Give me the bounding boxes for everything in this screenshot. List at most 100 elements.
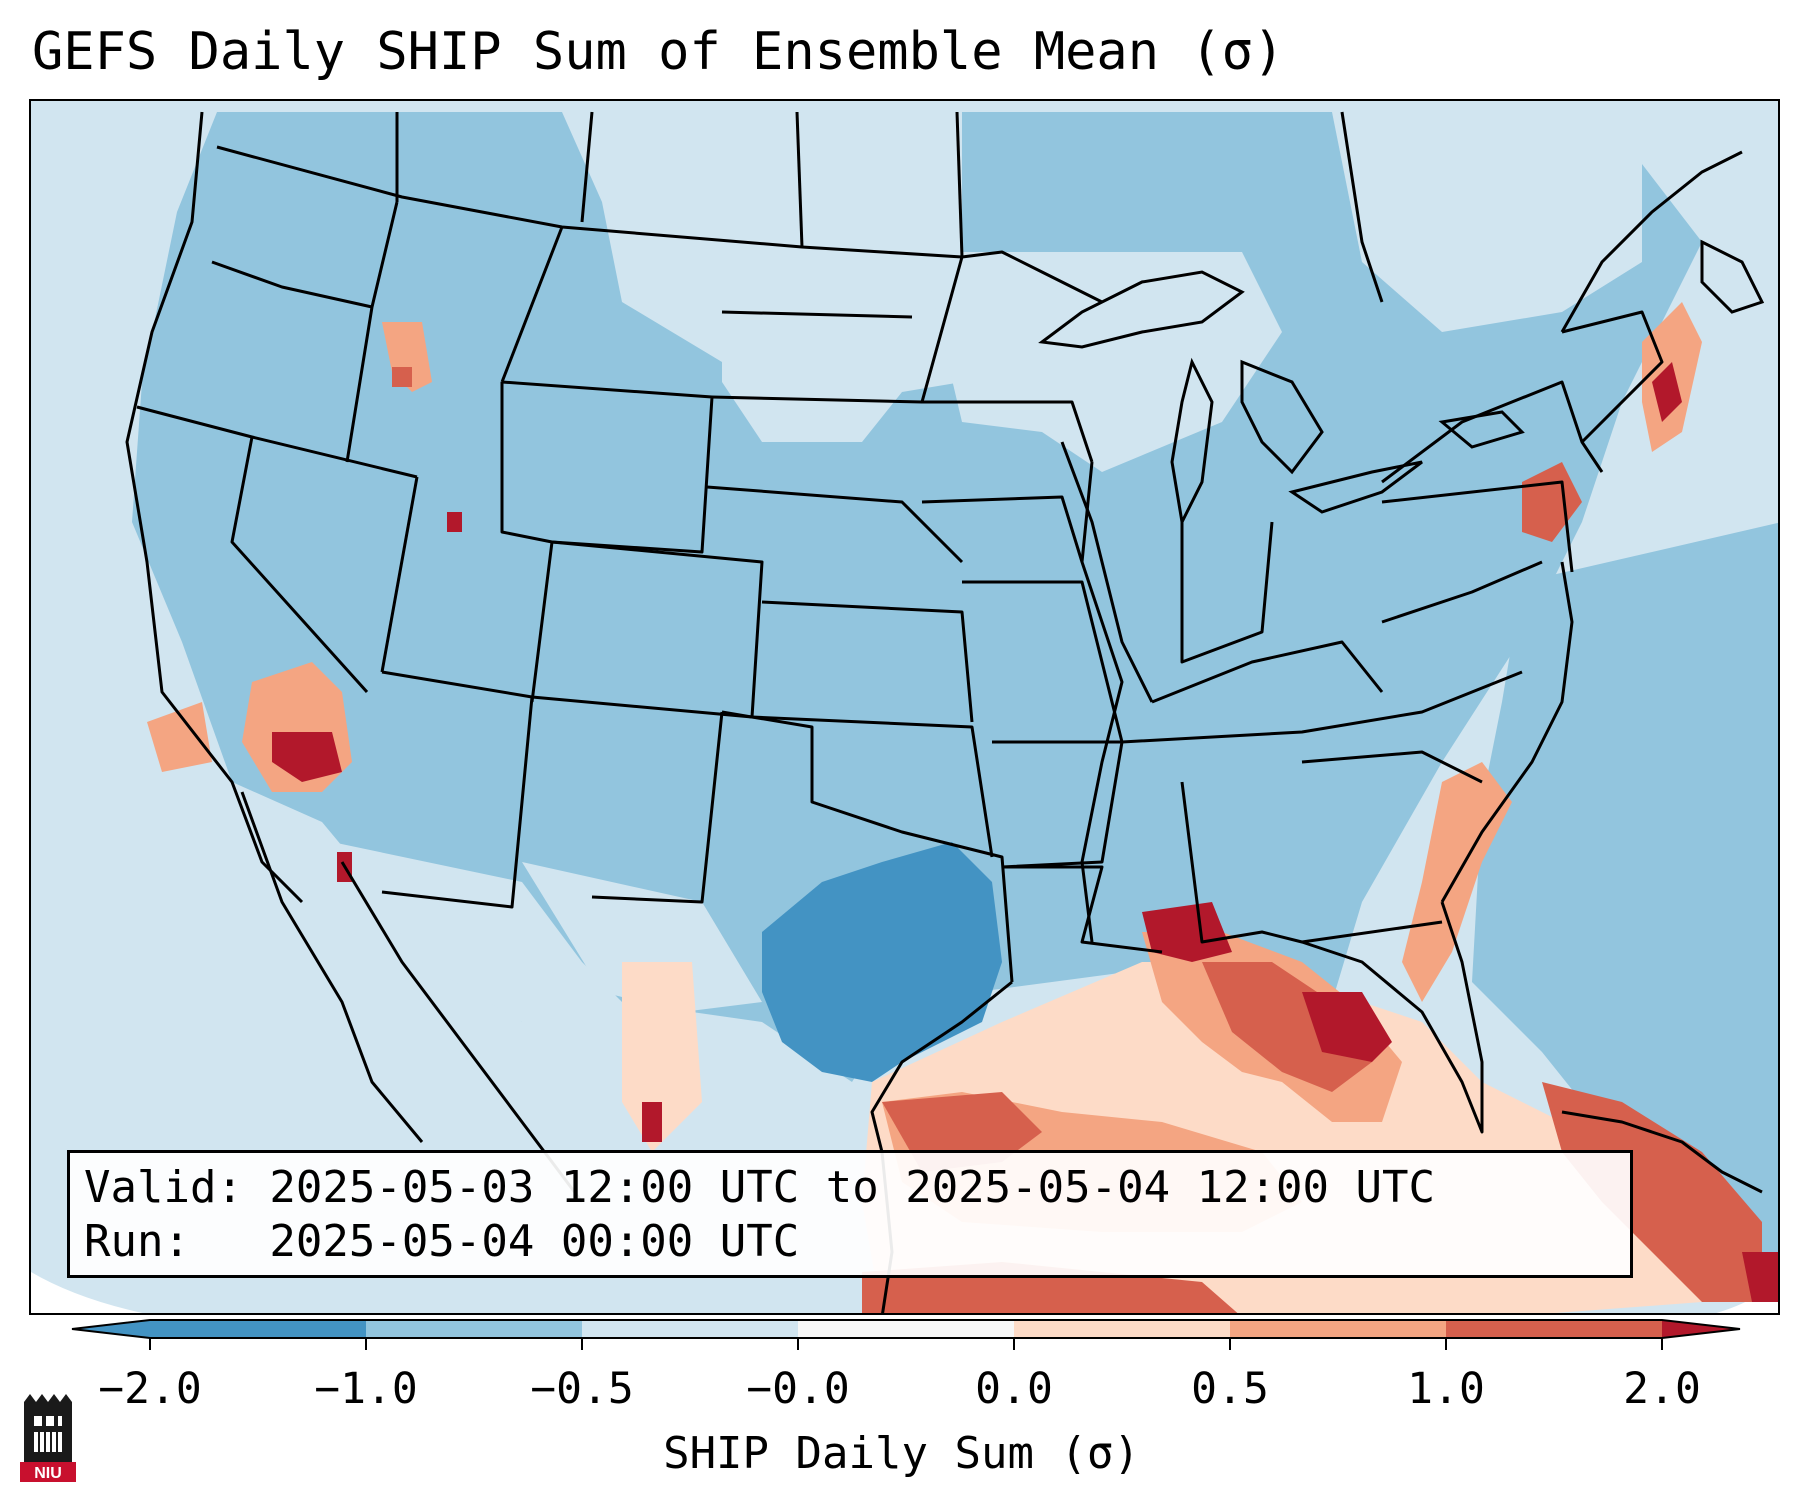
- cuba-outline: [1561, 1110, 1763, 1194]
- colorbar-segment: [582, 1320, 798, 1338]
- colorbar-tick-label: −0.5: [530, 1364, 634, 1414]
- baja-coast: [240, 791, 424, 1143]
- colorbar-segment: [150, 1320, 366, 1338]
- map-frame: [29, 99, 1780, 1315]
- texas-strong-negative-region: [762, 842, 1002, 1082]
- mississippi-coast-positive: [1142, 902, 1232, 962]
- tennessee-border: [1121, 670, 1523, 744]
- kentucky-border: [1151, 640, 1384, 704]
- land-light-patch-southwest: [332, 842, 642, 1022]
- idaho-positive-core: [392, 367, 412, 387]
- lake-superior: [1038, 270, 1245, 349]
- niu-logo-icon: NIU: [20, 1394, 76, 1482]
- nevada-positive-spot: [447, 512, 462, 532]
- colorbar-tick-label: −2.0: [98, 1364, 202, 1414]
- colorbar-tick-label: −1.0: [314, 1364, 418, 1414]
- colorbar-tick-label: 0.5: [1191, 1364, 1269, 1414]
- colorbar-tick-label: 1.0: [1407, 1364, 1485, 1414]
- texas-border: [721, 710, 1014, 983]
- socal-coast-positive: [147, 702, 212, 772]
- indiana-ohio-border: [1180, 521, 1274, 664]
- louisiana-border: [1002, 865, 1163, 954]
- projection-outside-region: [31, 1272, 143, 1313]
- land-light-patch-midwest: [922, 252, 1282, 472]
- carolina-border: [1301, 750, 1483, 784]
- socal-positive-core: [272, 732, 342, 782]
- lake-michigan: [1170, 357, 1214, 527]
- colorbar-segment: [1230, 1320, 1446, 1338]
- mexico-positive-core: [642, 1102, 662, 1142]
- idaho-west-border: [345, 201, 399, 463]
- manitoba-ontario-border: [955, 111, 964, 258]
- kansas-border: [761, 600, 974, 723]
- colorbar-tick-label: 2.0: [1623, 1364, 1701, 1414]
- colorbar-segment: [366, 1320, 582, 1338]
- st-lawrence-coast: [1560, 150, 1743, 333]
- oklahoma-border: [751, 715, 994, 858]
- ontario-quebec-border: [1340, 111, 1384, 303]
- valid-time-line: Valid: 2025-05-03 12:00 UTC to 2025-05-0…: [84, 1162, 1436, 1213]
- new-england-positive-core: [1652, 362, 1682, 422]
- alberta-sask-border: [580, 111, 594, 223]
- atlantic-coast: [1440, 561, 1574, 903]
- caribbean-positive-core: [1742, 1252, 1778, 1302]
- iowa-mo-border: [921, 495, 1084, 563]
- texas-gulf-coast: [870, 980, 1013, 1153]
- new-england-border: [1561, 310, 1664, 444]
- colorbar-extend-high: [1662, 1320, 1740, 1338]
- southeast-coast-positive: [1402, 762, 1512, 1002]
- nevada-east-border: [380, 476, 419, 673]
- arizona-nm-border: [381, 670, 534, 909]
- land-light-patch-north: [562, 112, 962, 362]
- caribbean-positive-region: [1542, 1082, 1762, 1302]
- land-light-patch-dakotas: [722, 252, 962, 442]
- maritimes-coast: [1700, 239, 1765, 314]
- great-lakes: [1038, 270, 1525, 527]
- colorado-border: [531, 540, 764, 719]
- land-light-patch-northeast: [1332, 112, 1642, 332]
- lake-ontario: [1438, 410, 1525, 449]
- colorbar-label: SHIP Daily Sum (σ): [663, 1428, 1140, 1479]
- niu-logo-text: NIU: [34, 1465, 62, 1482]
- virginia-border: [1381, 560, 1543, 624]
- nd-sd-border: [721, 310, 913, 319]
- new-york-border: [1381, 380, 1604, 484]
- nevada-california-border: [230, 436, 369, 694]
- lake-erie: [1288, 460, 1423, 514]
- map-canvas: [31, 101, 1778, 1313]
- land-light-patch-mexico: [522, 862, 762, 1012]
- canada-provincial-boundaries: [395, 111, 1384, 303]
- gulf-strong-positive-core-b: [1302, 992, 1392, 1062]
- arkansas-border: [992, 740, 1124, 869]
- montana-border: [500, 226, 564, 383]
- lake-huron: [1240, 359, 1324, 475]
- colorbar-tick-label: 0.0: [975, 1364, 1053, 1414]
- florida-outline: [1301, 901, 1484, 1134]
- sask-manitoba-border: [795, 111, 804, 248]
- state-boundaries: [125, 111, 1763, 1313]
- atlantic-anomaly-region: [1472, 522, 1778, 1282]
- colorbar-segment: [798, 1320, 1014, 1338]
- pacific-coast: [125, 111, 304, 904]
- run-time-line: Run: 2025-05-04 00:00 UTC: [84, 1216, 800, 1267]
- nebraska-border: [706, 485, 964, 564]
- page-title: GEFS Daily SHIP Sum of Ensemble Mean (σ): [32, 22, 1285, 82]
- alabama-georgia-border: [1180, 781, 1443, 944]
- colorbar: [71, 1319, 1741, 1350]
- illinois-border: [1060, 441, 1154, 703]
- colorbar-extend-low: [72, 1320, 150, 1338]
- colorbar-segment: [1446, 1320, 1662, 1338]
- land-anomaly-region: [132, 112, 1702, 1082]
- gulf-strong-positive-core-a: [1202, 962, 1372, 1092]
- colorbar-segment: [1014, 1320, 1230, 1338]
- pennsylvania-border: [1381, 480, 1574, 573]
- nm-texas-border: [591, 711, 724, 904]
- us-canada-border: [216, 145, 1103, 304]
- valid-time-info-box: Valid: 2025-05-03 12:00 UTC to 2025-05-0…: [67, 1150, 1633, 1278]
- mississippi-river: [1080, 461, 1124, 943]
- washington-oregon-border: [211, 260, 373, 309]
- utah-border: [500, 382, 554, 703]
- mexico-mainland-coast: [340, 861, 584, 1203]
- projection-outside-region-right: [1716, 1284, 1778, 1313]
- wyoming-border: [501, 380, 714, 554]
